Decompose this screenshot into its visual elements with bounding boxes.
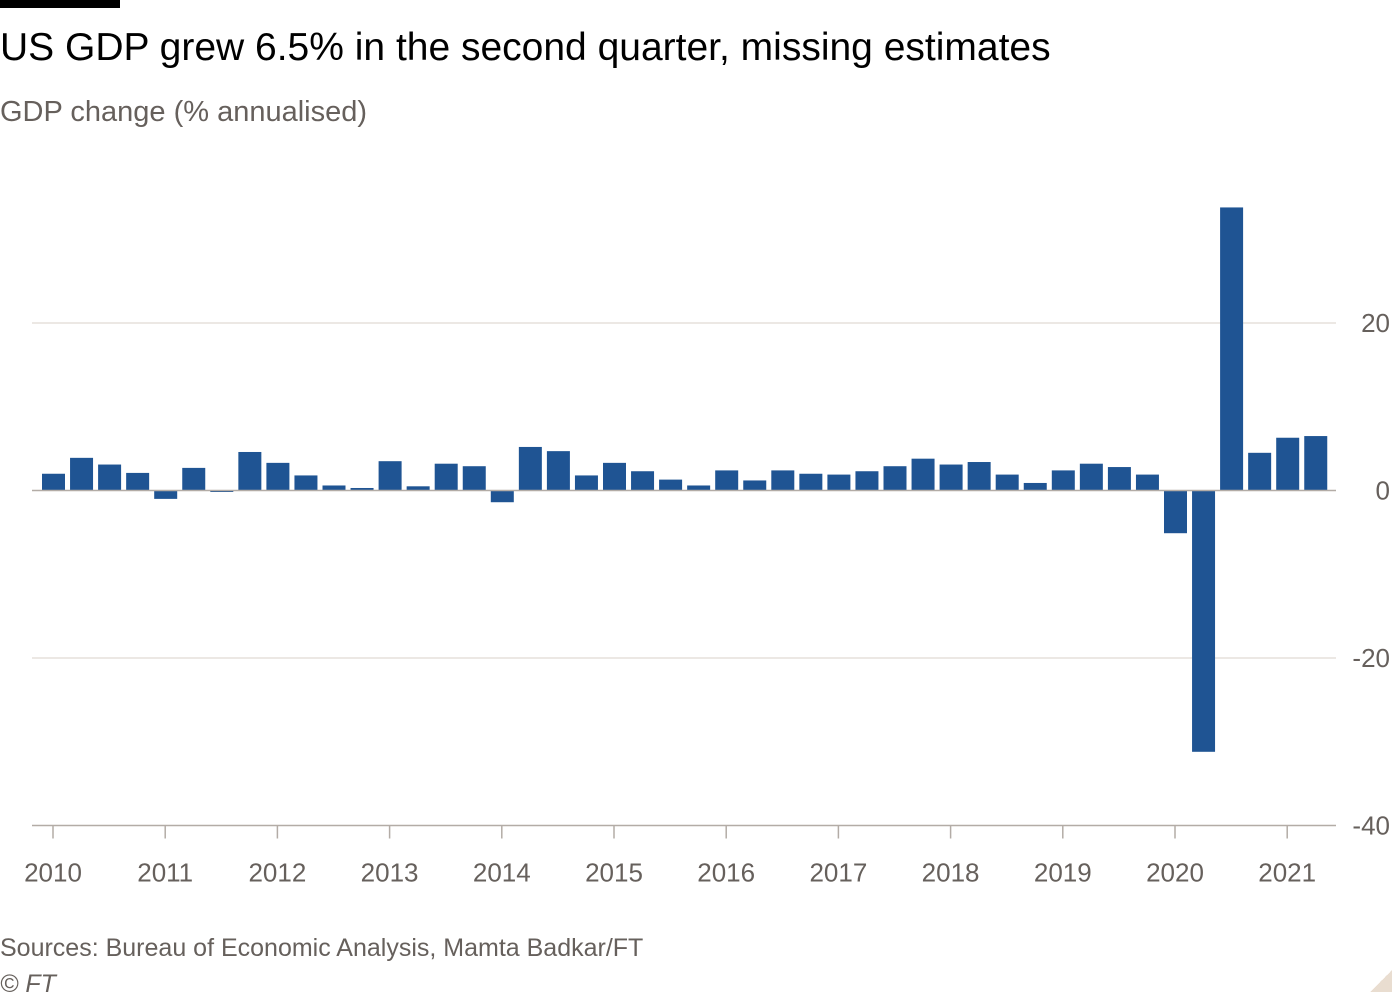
bar-2016-q4 [799, 473, 823, 491]
bar-2015-q4 [687, 485, 711, 491]
bar-2010-q3 [98, 464, 122, 491]
bar-2017-q1 [827, 474, 851, 491]
x-tick-label: 2010 [24, 858, 82, 888]
bar-2012-q4 [350, 487, 374, 491]
bar-2019-q3 [1107, 467, 1131, 491]
x-tick-label: 2021 [1258, 858, 1316, 888]
copyright-credit: © FT [0, 970, 56, 998]
y-tick-label: 0 [1376, 476, 1390, 506]
bar-2014-q1 [490, 490, 514, 503]
x-tick-label: 2017 [809, 858, 867, 888]
bar-2013-q2 [406, 486, 430, 491]
x-tick-label: 2011 [137, 858, 193, 888]
bar-2019-q2 [1079, 463, 1103, 491]
bars [42, 207, 1328, 752]
bar-2020-q4 [1248, 452, 1272, 491]
bar-2016-q2 [743, 480, 767, 491]
bar-2018-q2 [967, 462, 991, 491]
bar-2010-q2 [70, 457, 94, 491]
y-tick-label: -20 [1352, 643, 1390, 673]
bar-2016-q1 [715, 470, 739, 491]
bar-2019-q1 [1051, 470, 1075, 491]
x-tick-label: 2019 [1034, 858, 1092, 888]
bar-2013-q1 [378, 461, 402, 491]
bar-2015-q3 [659, 479, 683, 491]
bar-2018-q4 [1023, 482, 1047, 491]
bar-2016-q3 [771, 470, 795, 491]
bar-2021-q2 [1304, 436, 1328, 491]
source-note: Sources: Bureau of Economic Analysis, Ma… [0, 934, 644, 962]
x-axis: 2010 2011 2012 2013 2014 2015 2016 2017 2018 2019… [24, 825, 1316, 888]
bar-2019-q4 [1135, 474, 1159, 491]
bar-2012-q2 [294, 475, 318, 491]
chart-title: US GDP grew 6.5% in the second quarter, … [0, 26, 1051, 69]
bar-2011-q4 [238, 451, 262, 491]
y-tick-label: 20 [1361, 308, 1390, 338]
chart-subtitle: GDP change (% annualised) [0, 96, 368, 128]
bar-2010-q4 [126, 472, 150, 491]
bar-2010-q1 [42, 473, 65, 491]
bar-2013-q4 [462, 466, 486, 491]
bar-2014-q4 [574, 475, 598, 491]
bar-2014-q3 [546, 451, 570, 491]
bar-2018-q3 [995, 474, 1019, 491]
y-tick-label: -40 [1352, 811, 1390, 841]
bar-2015-q1 [603, 462, 626, 491]
x-tick-label: 2020 [1146, 858, 1204, 888]
bar-2020-q3 [1220, 207, 1244, 491]
corner-mark [1370, 970, 1392, 992]
bar-2021-q1 [1276, 437, 1300, 491]
bar-2011-q1 [154, 490, 178, 499]
bar-2020-q1 [1164, 490, 1187, 534]
x-tick-label: 2012 [248, 858, 306, 888]
gridlines [32, 322, 1336, 827]
bar-2015-q2 [631, 471, 655, 491]
bar-2017-q3 [883, 466, 907, 491]
bar-2012-q3 [322, 485, 346, 491]
x-tick-label: 2013 [361, 858, 419, 888]
bar-2020-q2 [1192, 490, 1216, 752]
x-tick-label: 2015 [585, 858, 643, 888]
bar-2018-q1 [939, 464, 963, 491]
x-tick-label: 2014 [473, 858, 531, 888]
x-tick-label: 2016 [697, 858, 755, 888]
y-axis-tick-labels: 20 0 -20 -40 [1352, 308, 1390, 841]
bar-2013-q3 [434, 463, 458, 491]
bar-2017-q4 [911, 458, 935, 491]
top-accent-bar [0, 0, 120, 8]
x-tick-label: 2018 [922, 858, 980, 888]
bar-2017-q2 [855, 471, 879, 491]
bar-2012-q1 [266, 462, 290, 491]
bar-2011-q2 [182, 467, 206, 491]
bar-2014-q2 [518, 446, 542, 491]
